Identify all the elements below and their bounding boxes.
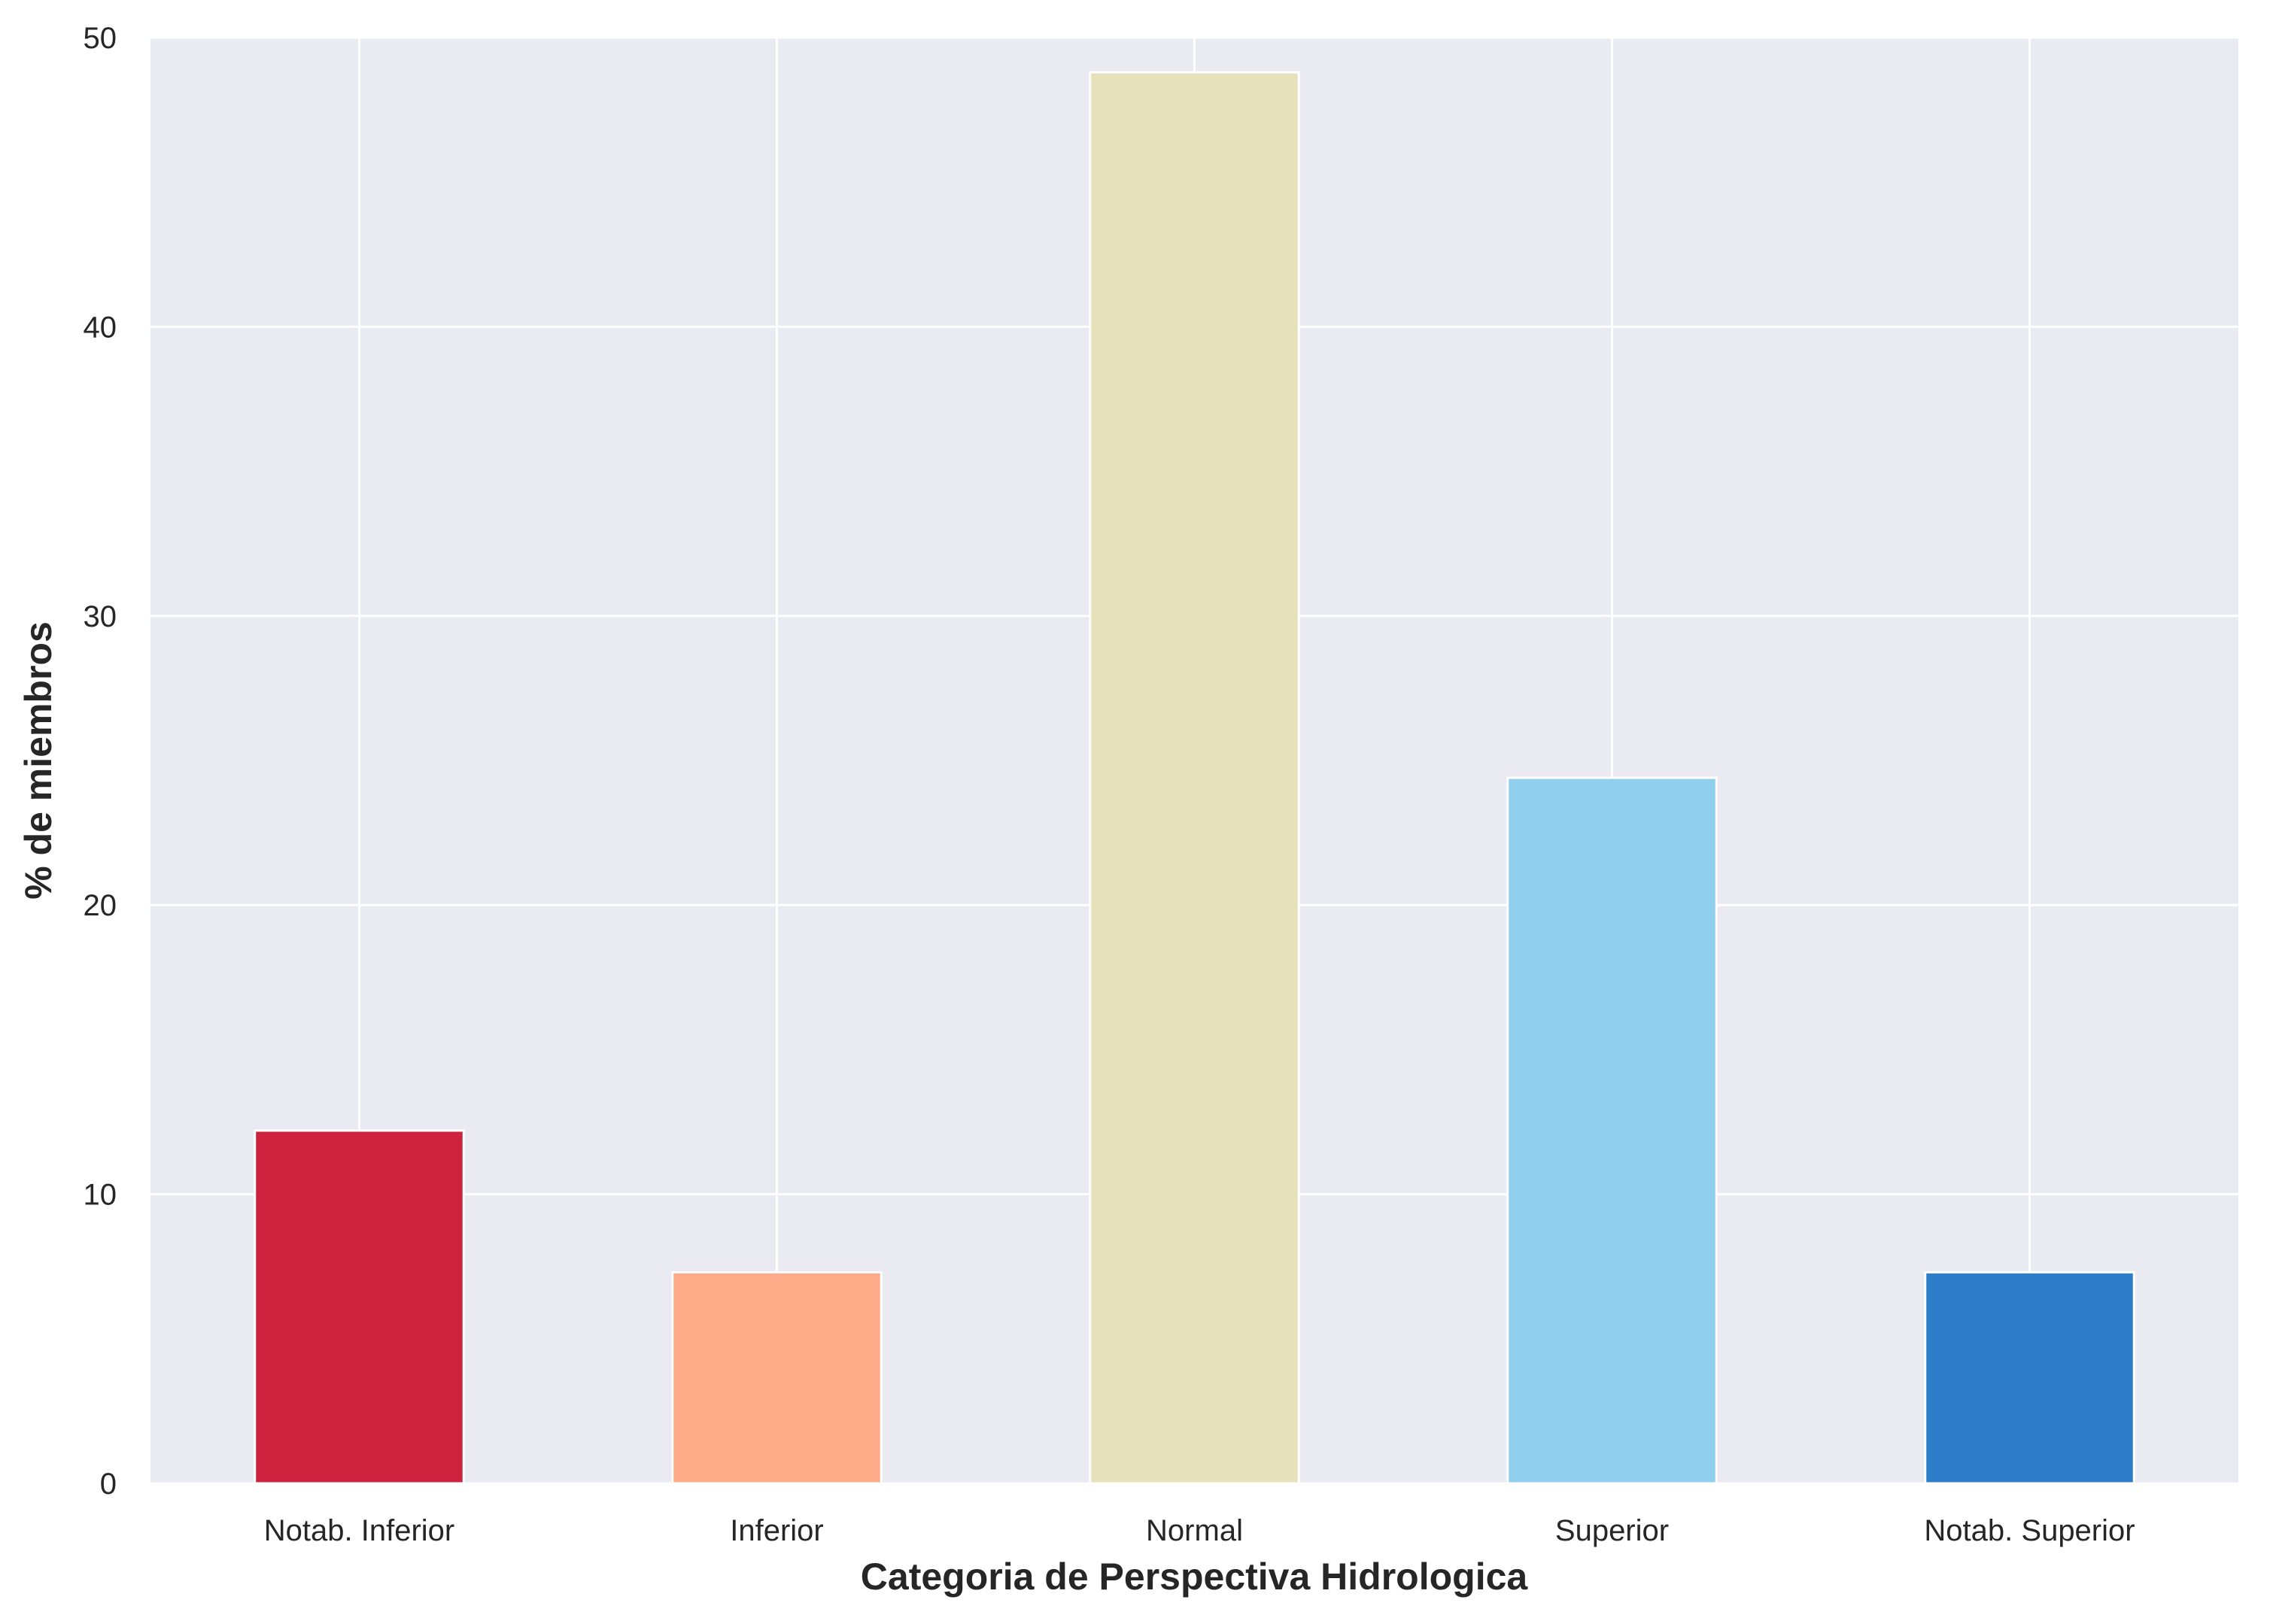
y-axis-ticks: 0 10 20 30 40 50 <box>84 22 117 1501</box>
bar <box>671 1270 883 1485</box>
bar <box>1089 71 1300 1485</box>
bar <box>1924 1270 2135 1485</box>
x-axis-ticks: Notab. Inferior Inferior Normal Superior Not… <box>264 1514 2135 1547</box>
y-tick-label: 40 <box>84 311 117 344</box>
bar <box>254 1129 465 1485</box>
x-tick-label: Notab. Inferior <box>264 1514 454 1547</box>
y-tick-label: 50 <box>84 22 117 55</box>
x-tick-label: Superior <box>1555 1514 1669 1547</box>
bars <box>254 71 2135 1485</box>
y-tick-label: 30 <box>84 600 117 633</box>
y-tick-label: 20 <box>84 889 117 922</box>
bar <box>1506 776 1718 1485</box>
y-tick-label: 0 <box>100 1468 117 1501</box>
x-tick-label: Inferior <box>730 1514 824 1547</box>
x-axis-title: Categoria de Perspectiva Hidrologica <box>861 1556 1529 1598</box>
y-tick-label: 10 <box>84 1179 117 1212</box>
x-tick-label: Normal <box>1146 1514 1243 1547</box>
y-axis-title: % de miembros <box>17 621 59 900</box>
x-tick-label: Notab. Superior <box>1924 1514 2135 1547</box>
